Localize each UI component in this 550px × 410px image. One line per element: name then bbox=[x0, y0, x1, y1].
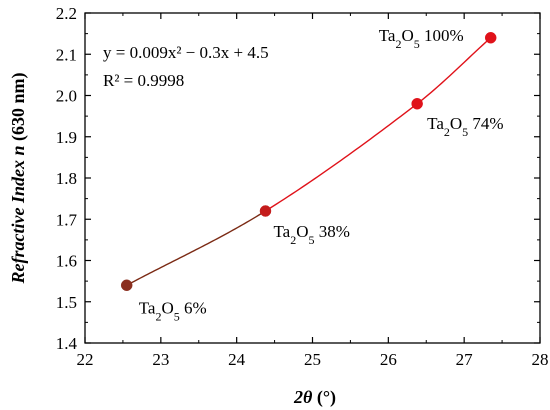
fit-curve-segment bbox=[265, 37, 492, 212]
y-tick-label: 2.1 bbox=[56, 45, 77, 64]
data-point bbox=[120, 279, 133, 291]
y-axis-title: Refractive Index n (630 nm) bbox=[8, 73, 29, 285]
point-label: Ta2O5 6% bbox=[139, 298, 207, 323]
x-axis-title-unit: (°) bbox=[312, 387, 336, 408]
y-tick-label: 1.5 bbox=[56, 293, 77, 312]
x-axis-title-symbol: 2θ bbox=[293, 387, 313, 407]
y-tick-label: 2.0 bbox=[56, 87, 77, 106]
tick-labels-layer: 22 23 24 25 26 27 28 1.4 1.5 1.6 1.7 1.8 1.9 2.0 2.1 2.… bbox=[56, 4, 549, 369]
y-tick-label: 1.4 bbox=[56, 334, 78, 353]
y-tick-label: 1.8 bbox=[56, 169, 77, 188]
data-point bbox=[484, 32, 497, 44]
x-tick-label: 25 bbox=[304, 350, 321, 369]
data-point bbox=[411, 98, 423, 110]
fit-curve-layer bbox=[126, 37, 492, 286]
ticks-layer bbox=[84, 12, 541, 344]
point-label: Ta2O5 38% bbox=[273, 222, 349, 247]
data-point bbox=[259, 205, 272, 217]
y-tick-label: 2.2 bbox=[56, 4, 77, 23]
x-tick-label: 27 bbox=[456, 350, 474, 369]
x-axis-title: 2θ (°) bbox=[293, 387, 336, 408]
point-label: Ta2O5 74% bbox=[427, 114, 503, 139]
y-tick-label: 1.9 bbox=[56, 128, 77, 147]
x-tick-label: 24 bbox=[228, 350, 246, 369]
x-tick-label: 23 bbox=[152, 350, 169, 369]
y-tick-label: 1.7 bbox=[56, 210, 78, 229]
annotation-layer: y = 0.009x² − 0.3x + 4.5 R² = 0.9998 bbox=[103, 43, 269, 90]
points-layer bbox=[120, 32, 497, 291]
x-tick-label: 26 bbox=[380, 350, 397, 369]
r-squared: R² = 0.9998 bbox=[103, 71, 184, 90]
fit-curve-segment bbox=[126, 210, 266, 286]
fit-equation: y = 0.009x² − 0.3x + 4.5 bbox=[103, 43, 269, 62]
point-labels-layer: Ta2O5 6% Ta2O5 38% Ta2O5 74% Ta2O5 100% bbox=[139, 26, 504, 324]
x-tick-label: 22 bbox=[77, 350, 94, 369]
point-label: Ta2O5 100% bbox=[379, 26, 464, 51]
x-tick-label: 28 bbox=[532, 350, 549, 369]
y-tick-label: 1.6 bbox=[56, 252, 77, 271]
